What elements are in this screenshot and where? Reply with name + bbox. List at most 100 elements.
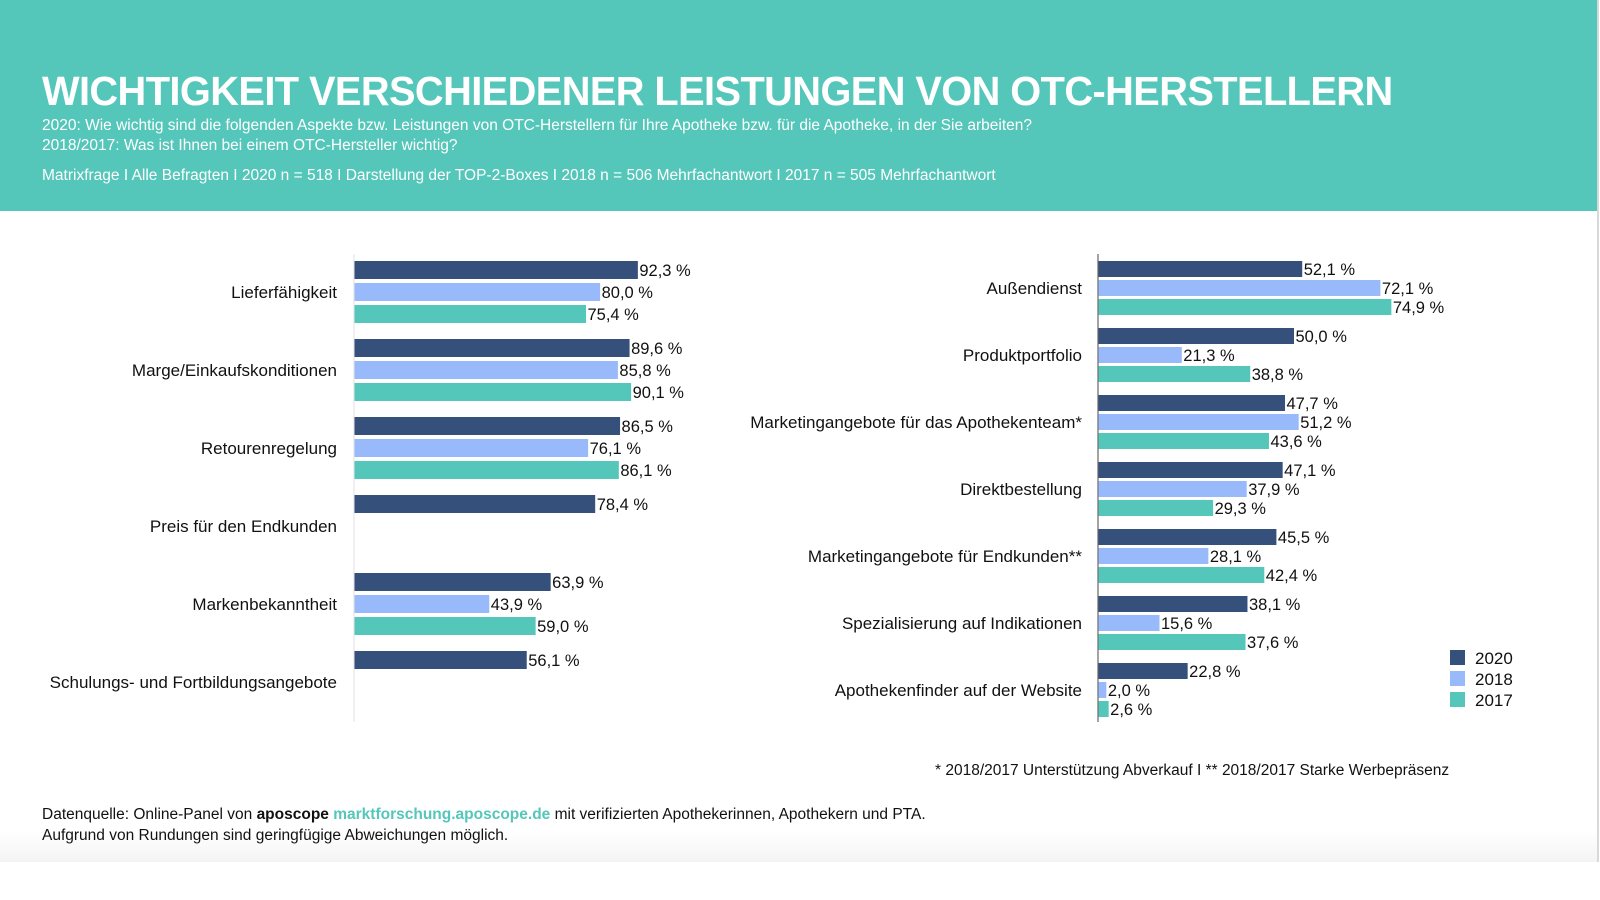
bar-2018 bbox=[1098, 682, 1107, 698]
bar-2017 bbox=[354, 461, 619, 479]
category-label: Marge/Einkaufskonditionen bbox=[132, 361, 337, 380]
value-label: 80,0 % bbox=[602, 284, 654, 302]
value-label: 38,8 % bbox=[1252, 366, 1304, 384]
value-label: 50,0 % bbox=[1296, 328, 1348, 346]
bar-2020 bbox=[1098, 328, 1294, 344]
category-label: Produktportfolio bbox=[963, 346, 1082, 365]
value-label: 21,3 % bbox=[1183, 347, 1235, 365]
value-label: 37,6 % bbox=[1247, 634, 1299, 652]
value-label: 85,8 % bbox=[619, 362, 671, 380]
value-label: 92,3 % bbox=[639, 262, 691, 280]
category-label: Preis für den Endkunden bbox=[150, 517, 337, 536]
value-label: 75,4 % bbox=[587, 306, 639, 324]
value-label: 15,6 % bbox=[1161, 615, 1213, 633]
legend-label: 2020 bbox=[1475, 649, 1513, 668]
value-label: 42,4 % bbox=[1266, 567, 1318, 585]
bar-2020 bbox=[1098, 395, 1286, 411]
category-label: Apothekenfinder auf der Website bbox=[835, 681, 1082, 700]
category-label: Retourenregelung bbox=[201, 439, 337, 458]
bar-2020 bbox=[354, 573, 551, 591]
category-label: Direktbestellung bbox=[960, 480, 1082, 499]
value-label: 90,1 % bbox=[633, 384, 685, 402]
bar-2018 bbox=[1098, 280, 1381, 296]
value-label: 59,0 % bbox=[537, 618, 589, 636]
bar-charts: Lieferfähigkeit 92,3 % 80,0 % 75,4 % Marge/E… bbox=[50, 254, 1513, 722]
value-label: 2,6 % bbox=[1110, 701, 1153, 719]
bar-2017 bbox=[1098, 433, 1269, 449]
category-label: Außendienst bbox=[987, 279, 1083, 298]
bar-2018 bbox=[1098, 481, 1247, 497]
value-label: 38,1 % bbox=[1249, 596, 1301, 614]
value-label: 51,2 % bbox=[1300, 414, 1352, 432]
value-label: 43,6 % bbox=[1270, 433, 1322, 451]
value-label: 22,8 % bbox=[1189, 663, 1241, 681]
bar-2020 bbox=[354, 651, 527, 669]
value-label: 43,9 % bbox=[491, 596, 543, 614]
bar-2018 bbox=[1098, 414, 1299, 430]
data-source: Datenquelle: Online-Panel von aposcope m… bbox=[42, 806, 926, 824]
value-label: 78,4 % bbox=[597, 496, 649, 514]
bar-2020 bbox=[1098, 462, 1283, 478]
category-label: Marketingangebote für Endkunden** bbox=[808, 547, 1082, 566]
value-label: 47,1 % bbox=[1284, 462, 1336, 480]
value-label: 56,1 % bbox=[528, 652, 580, 670]
survey-meta: Matrixfrage I Alle Befragten I 2020 n = … bbox=[42, 167, 996, 184]
value-label: 52,1 % bbox=[1304, 261, 1356, 279]
bar-2018 bbox=[354, 439, 589, 457]
rounding-note: Aufgrund von Rundungen sind geringfügige… bbox=[42, 827, 509, 844]
bar-2020 bbox=[354, 417, 621, 435]
bar-2020 bbox=[354, 495, 596, 513]
source-brand: aposcope bbox=[256, 806, 329, 823]
value-label: 45,5 % bbox=[1278, 529, 1330, 547]
question-2018-2017: 2018/2017: Was ist Ihnen bei einem OTC-H… bbox=[42, 137, 458, 154]
value-label: 74,9 % bbox=[1393, 299, 1445, 317]
source-prefix: Datenquelle: Online-Panel von bbox=[42, 806, 257, 823]
category-label: Lieferfähigkeit bbox=[231, 283, 337, 302]
bar-2017 bbox=[1098, 701, 1109, 717]
category-label: Schulungs- und Fortbildungsangebote bbox=[50, 673, 337, 692]
category-label: Marketingangebote für das Apothekenteam* bbox=[750, 413, 1082, 432]
bar-2017 bbox=[354, 617, 536, 635]
bar-2017 bbox=[1098, 634, 1246, 650]
slide-shadow bbox=[0, 830, 1597, 862]
header-banner: WICHTIGKEIT VERSCHIEDENER LEISTUNGEN VON… bbox=[0, 0, 1597, 211]
bar-2017 bbox=[1098, 567, 1265, 583]
value-label: 86,1 % bbox=[620, 462, 672, 480]
category-label: Spezialisierung auf Indikationen bbox=[842, 614, 1082, 633]
bar-2018 bbox=[1098, 548, 1209, 564]
value-label: 29,3 % bbox=[1215, 500, 1267, 518]
bar-2018 bbox=[354, 361, 618, 379]
bar-2020 bbox=[354, 261, 638, 279]
legend-swatch-2017 bbox=[1450, 692, 1465, 707]
value-label: 2,0 % bbox=[1108, 682, 1151, 700]
value-label: 72,1 % bbox=[1382, 280, 1434, 298]
value-label: 63,9 % bbox=[552, 574, 604, 592]
page-title: WICHTIGKEIT VERSCHIEDENER LEISTUNGEN VON… bbox=[42, 68, 1393, 114]
bar-2020 bbox=[1098, 529, 1277, 545]
legend-label: 2018 bbox=[1475, 670, 1513, 689]
bar-2017 bbox=[354, 383, 632, 401]
bar-2020 bbox=[354, 339, 630, 357]
bar-2018 bbox=[354, 595, 490, 613]
value-label: 37,9 % bbox=[1248, 481, 1300, 499]
slide: WICHTIGKEIT VERSCHIEDENER LEISTUNGEN VON… bbox=[0, 0, 1599, 862]
legend-swatch-2020 bbox=[1450, 650, 1465, 665]
source-suffix: mit verifizierten Apothekerinnen, Apothe… bbox=[550, 806, 926, 823]
value-label: 76,1 % bbox=[590, 440, 642, 458]
bar-2020 bbox=[1098, 596, 1248, 612]
value-label: 28,1 % bbox=[1210, 548, 1262, 566]
question-2020: 2020: Wie wichtig sind die folgenden Asp… bbox=[42, 117, 1033, 134]
value-label: 47,7 % bbox=[1287, 395, 1339, 413]
bar-2017 bbox=[1098, 366, 1251, 382]
bar-2018 bbox=[354, 283, 601, 301]
legend-swatch-2018 bbox=[1450, 671, 1465, 686]
bar-2020 bbox=[1098, 261, 1303, 277]
source-link[interactable]: marktforschung.aposcope.de bbox=[333, 806, 551, 823]
value-label: 89,6 % bbox=[631, 340, 683, 358]
legend-label: 2017 bbox=[1475, 691, 1513, 710]
category-label: Markenbekanntheit bbox=[192, 595, 337, 614]
value-label: 86,5 % bbox=[622, 418, 674, 436]
bar-2017 bbox=[1098, 299, 1392, 315]
bar-2020 bbox=[1098, 663, 1188, 679]
bar-2018 bbox=[1098, 615, 1160, 631]
